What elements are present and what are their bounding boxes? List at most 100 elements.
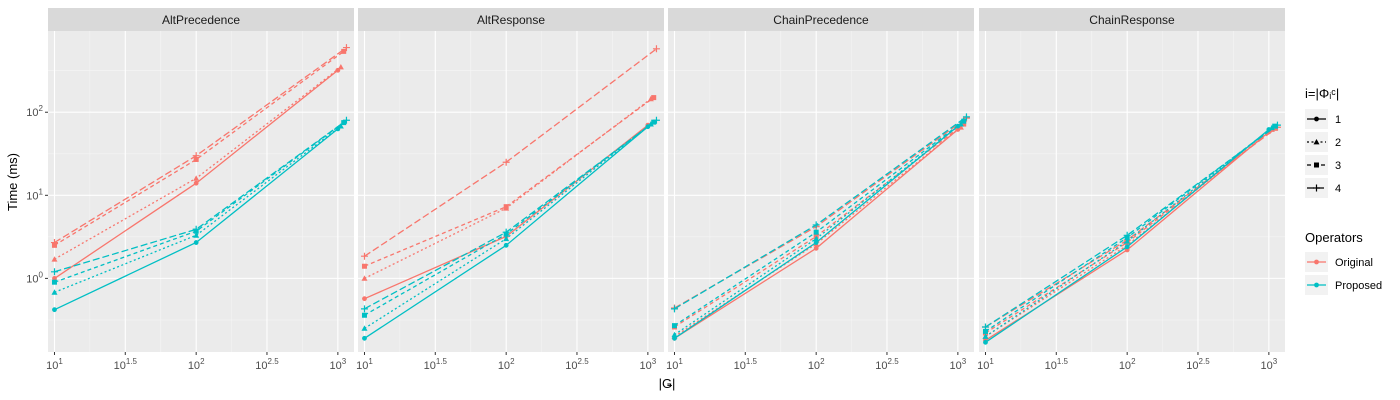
series	[360, 116, 660, 313]
series-line	[985, 127, 1273, 338]
data-point	[341, 120, 347, 126]
data-point	[813, 235, 820, 242]
data-point	[670, 305, 678, 313]
data-point	[503, 204, 509, 210]
series	[51, 64, 344, 262]
data-point	[193, 175, 200, 181]
legend-key-marker	[1313, 184, 1320, 192]
x-tick-label: 103	[330, 357, 347, 372]
legend-key-marker	[1314, 162, 1319, 168]
x-tick-label: 101	[46, 357, 63, 372]
data-point	[52, 275, 57, 281]
facet-panel: AltResponse 101 101.5 102 102.5 103	[356, 8, 664, 372]
data-point	[192, 152, 200, 160]
legend-label: 2	[1335, 137, 1341, 149]
data-point	[337, 64, 344, 70]
x-tick-label: 102.5	[875, 357, 899, 372]
data-point	[812, 221, 820, 229]
series	[52, 126, 341, 313]
facet-panels: AltPrecedence 101 101.5 102 102.5 103 100 101 10…	[26, 8, 1285, 372]
data-point	[193, 156, 199, 162]
data-point	[503, 242, 509, 248]
data-point	[982, 328, 988, 334]
series-line	[54, 50, 345, 246]
facet-panel: AltPrecedence 101 101.5 102 102.5 103 100 101 10…	[26, 8, 354, 372]
facet-title: AltPrecedence	[162, 13, 240, 27]
data-point	[652, 45, 660, 53]
legend-shape-item: 2	[1305, 132, 1341, 152]
series-line	[54, 119, 347, 273]
series-line	[54, 125, 342, 293]
y-tick-label: 100	[26, 270, 43, 285]
data-point	[50, 239, 58, 247]
plot-background	[358, 31, 664, 352]
x-tick-label: 103	[1261, 357, 1278, 372]
x-axis-title: |Ǥ|	[659, 376, 676, 391]
series	[671, 118, 967, 329]
y-axis-title: Time (ms)	[5, 153, 20, 211]
data-point	[341, 48, 347, 54]
facet-panel: ChainResponse 101 101.5 102 102.5 103	[977, 8, 1285, 372]
x-tick-label: 102	[1119, 357, 1136, 372]
data-point	[1124, 244, 1130, 250]
data-point	[651, 95, 657, 101]
data-point	[671, 323, 677, 329]
data-point	[50, 268, 58, 276]
data-point	[361, 312, 367, 318]
x-tick-label: 101	[666, 357, 683, 372]
data-point	[813, 229, 819, 235]
facet-title: ChainResponse	[1089, 13, 1175, 27]
series	[52, 67, 341, 281]
series-line	[674, 126, 962, 338]
data-point	[983, 339, 988, 345]
legend-color-item: Proposed	[1305, 275, 1382, 295]
legend-shape-item: 4	[1305, 178, 1341, 198]
x-tick-label: 103	[640, 357, 657, 372]
data-point	[813, 245, 819, 251]
legend-label: 4	[1335, 183, 1341, 195]
data-point	[672, 335, 677, 341]
data-point	[671, 331, 678, 338]
legend-shape-item: 3	[1305, 155, 1341, 175]
legend-key-marker	[1313, 139, 1320, 145]
x-tick-label: 102.5	[565, 357, 589, 372]
data-point	[193, 180, 199, 186]
data-point	[1123, 231, 1131, 239]
data-point	[813, 240, 819, 245]
data-point	[962, 113, 970, 121]
data-point	[193, 232, 200, 238]
data-point	[1273, 121, 1281, 129]
series	[51, 123, 344, 295]
data-point	[961, 118, 967, 124]
data-point	[360, 252, 368, 260]
data-point	[652, 116, 660, 124]
data-point	[361, 275, 368, 281]
x-tick-label: 101	[977, 357, 994, 372]
y-tick-label: 102	[26, 104, 43, 119]
y-tick-label: 101	[26, 187, 43, 202]
facet-strip	[979, 8, 1285, 31]
series	[361, 95, 657, 269]
data-point	[337, 123, 344, 129]
x-tick-label: 101.5	[734, 357, 758, 372]
series	[50, 116, 350, 276]
legend-key-marker	[1314, 282, 1319, 288]
data-point	[193, 240, 199, 245]
x-tick-label: 101.5	[424, 357, 448, 372]
series-line	[364, 97, 655, 267]
x-tick-label: 101	[356, 357, 373, 372]
legend-shape-title: i=|Φᵢᶜ|	[1305, 86, 1339, 101]
data-point	[981, 323, 989, 331]
data-point	[361, 263, 367, 269]
data-point	[961, 121, 967, 127]
data-point	[361, 325, 368, 331]
data-point	[503, 235, 510, 242]
plot-background	[668, 31, 974, 352]
x-tick-label: 101.5	[114, 357, 138, 372]
series-line	[985, 124, 1278, 328]
x-tick-label: 103	[950, 357, 967, 372]
series	[670, 113, 970, 313]
facet-strip	[48, 8, 354, 31]
data-point	[982, 333, 989, 339]
